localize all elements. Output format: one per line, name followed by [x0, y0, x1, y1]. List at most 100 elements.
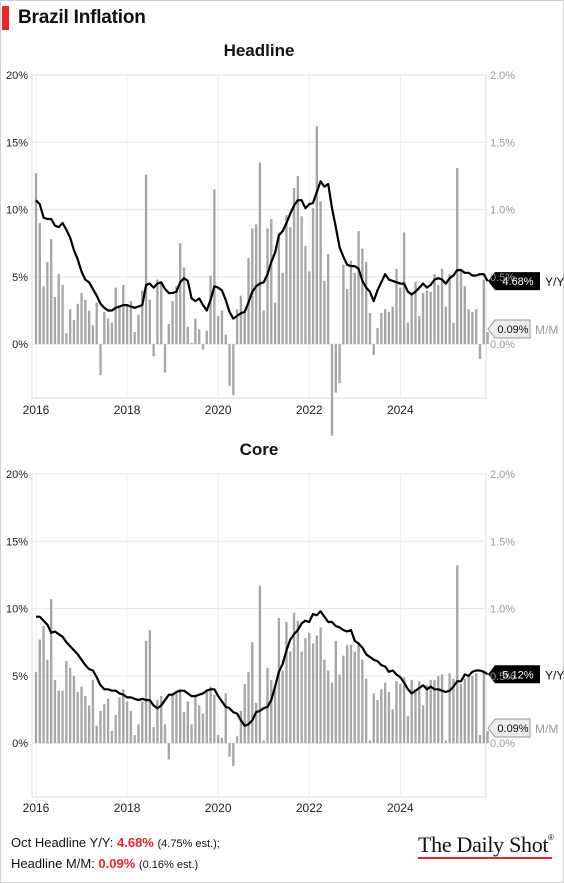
mom-bar [175, 693, 178, 744]
x-tick-label: 2020 [205, 801, 232, 815]
mom-bar [224, 334, 227, 345]
mom-bar [285, 214, 288, 345]
mom-bar [319, 201, 322, 345]
mom-bar [72, 319, 76, 345]
mom-bar [114, 714, 117, 744]
mom-bar [194, 694, 197, 744]
mom-bar [182, 712, 186, 744]
mom-bar [133, 735, 136, 744]
y-left-tick-label: 5% [12, 671, 28, 683]
mom-bar [425, 290, 429, 345]
mom-bar [34, 671, 38, 744]
x-tick-label: 2018 [114, 403, 141, 417]
mom-bar [84, 299, 87, 345]
mom-bar [304, 245, 307, 345]
mom-bar [289, 651, 292, 744]
mom-bar [486, 332, 489, 345]
mom-bar [475, 309, 478, 345]
mom-bar [99, 344, 102, 376]
mom-bar [179, 243, 182, 345]
mom-bar [258, 585, 262, 744]
mom-bar [251, 642, 254, 744]
mom-bar [137, 724, 140, 744]
mom-bar [141, 701, 144, 744]
mom-bar [53, 297, 57, 345]
mom-bar [80, 293, 83, 345]
mom-bar [118, 697, 121, 744]
mom-bar [323, 659, 326, 744]
y-right-tick-label: 1.0% [490, 205, 515, 217]
mom-bar [118, 306, 121, 345]
brand-underline [418, 857, 552, 859]
mom-bar [402, 232, 406, 345]
chart-panel-headline [31, 74, 540, 436]
mom-bar [349, 644, 353, 744]
mom-bar [76, 692, 79, 744]
mom-end-label-value: 0.09% [497, 324, 528, 336]
mom-bar [42, 626, 45, 744]
x-tick-label: 2024 [387, 403, 414, 417]
mom-bar [103, 311, 106, 345]
mom-bar [38, 639, 41, 744]
mom-bar [406, 716, 410, 744]
mom-bar [114, 287, 117, 345]
yoy-end-label-tag [488, 665, 540, 684]
mom-bar [144, 174, 148, 345]
mom-bar [402, 677, 406, 744]
mom-bar [300, 651, 303, 744]
mom-bar [198, 705, 201, 744]
mom-bar [467, 675, 470, 744]
y-right-tick-label: 1.5% [490, 137, 515, 149]
mom-bar [391, 709, 394, 744]
footer-mom-value: 0.09% [98, 856, 136, 871]
y-left-tick-label: 0% [12, 738, 28, 750]
mom-bar [61, 284, 64, 345]
mom-bar [452, 678, 455, 744]
y-left-tick-label: 20% [6, 469, 28, 481]
mom-bar [346, 644, 349, 744]
title-accent-bar [2, 6, 9, 30]
mom-bar [186, 701, 189, 744]
mom-bar [80, 686, 83, 744]
y-left-tick-label: 10% [6, 604, 28, 616]
mom-bar [228, 344, 231, 386]
mom-bar [478, 735, 482, 744]
y-right-tick-label: 0.5% [490, 272, 515, 284]
mom-bar [311, 208, 315, 345]
mom-bar [323, 280, 326, 345]
mom-bar [334, 640, 337, 744]
mom-bar [421, 293, 425, 345]
mom-bar [395, 681, 398, 744]
mom-bar [156, 700, 159, 744]
mom-bar [383, 309, 387, 345]
mom-end-label-name: M/M [535, 722, 558, 736]
footer-headline-mom: Headline M/M: 0.09% (0.16% est.) [11, 856, 198, 871]
mom-bar [289, 227, 292, 345]
mom-bar [182, 267, 186, 345]
yoy-end-label-value: 4.68% [502, 276, 533, 288]
mom-bar [463, 286, 466, 345]
mom-bar [84, 696, 87, 744]
mom-bar [478, 344, 482, 359]
yoy-line [35, 180, 489, 320]
mom-bar [429, 291, 432, 345]
yoy-line [36, 610, 489, 727]
y-right-tick-label: 2.0% [490, 469, 515, 481]
x-tick-label: 2020 [205, 403, 232, 417]
mom-bar [372, 693, 375, 744]
yoy-end-label-value: 5.12% [502, 669, 533, 681]
mom-bar [395, 268, 398, 345]
mom-bar [281, 670, 284, 744]
mom-bar [141, 290, 144, 345]
mom-bar [448, 673, 451, 744]
mom-bar [368, 740, 372, 744]
mom-bar [448, 274, 451, 345]
mom-bar [338, 344, 341, 384]
mom-bar [418, 681, 421, 744]
mom-bar [167, 743, 170, 760]
mom-bar [110, 322, 114, 345]
mom-bar [57, 690, 60, 744]
mom-bar [179, 689, 182, 744]
mom-bar [300, 216, 303, 345]
